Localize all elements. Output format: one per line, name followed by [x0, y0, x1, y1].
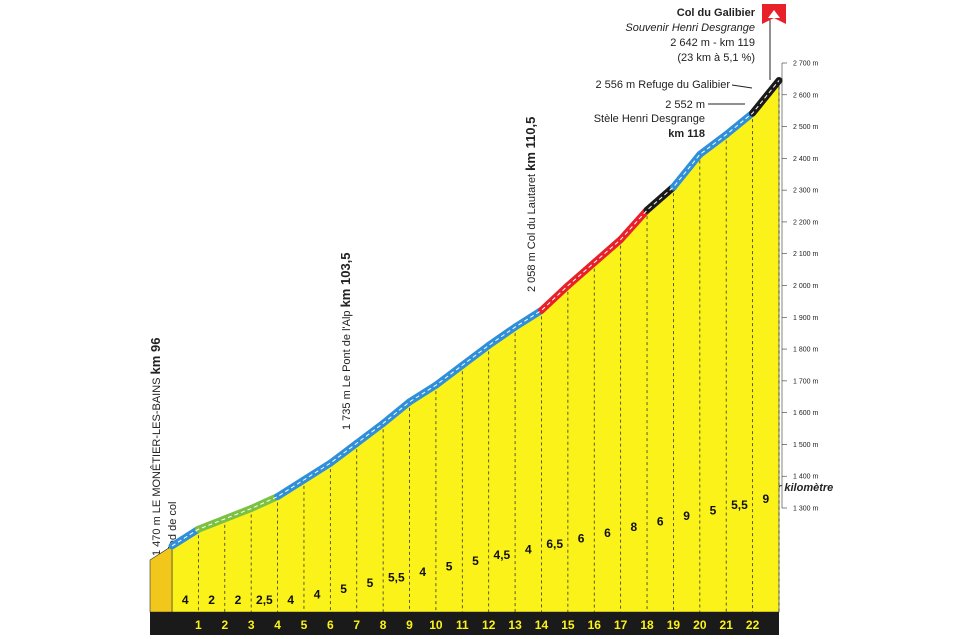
base-band: [150, 612, 779, 635]
gradient-label: 5: [367, 576, 374, 590]
y-tick-label: 1 500 m: [793, 442, 818, 449]
y-tick-label: 1 600 m: [793, 410, 818, 417]
km-label: 13: [508, 618, 522, 632]
y-tick-label: 2 400 m: [793, 156, 818, 163]
title: Col du Galibier: [677, 7, 756, 19]
km-label: 21: [720, 618, 734, 632]
y-tick-label: 2 100 m: [793, 251, 818, 258]
y-tick-label: 1 700 m: [793, 378, 818, 385]
start-label: 1 470 m LE MONÊTIER-LES-BAINS km 96: [148, 338, 163, 556]
refuge-leader: [731, 84, 753, 89]
km-label: 20: [693, 618, 707, 632]
km-label: 14: [535, 618, 549, 632]
gradient-label: 8: [631, 520, 638, 534]
y-tick-label: 1 900 m: [793, 315, 818, 322]
gradient-label: 2: [235, 593, 242, 607]
y-tick-label: 1 400 m: [793, 474, 818, 481]
y-tick-label: 2 200 m: [793, 219, 818, 226]
y-tick-label: 1 800 m: [793, 347, 818, 354]
subtitle: Souvenir Henri Desgrange: [625, 22, 755, 34]
gradient-label: 5: [472, 554, 479, 568]
km-label: 11: [456, 618, 469, 632]
y-tick-label: 2 000 m: [793, 283, 818, 290]
pont-km: km 103,5: [338, 252, 353, 307]
km-label: 3: [248, 618, 255, 632]
profile-area: [171, 79, 780, 613]
start-km: km 96: [148, 338, 163, 375]
gradient-label: 4: [419, 565, 426, 579]
km-label: 4: [274, 618, 281, 632]
km-label: 1: [195, 618, 202, 632]
pont-place: 1 735 m Le Pont de l'Alp: [341, 310, 353, 430]
gradient-label: 6: [578, 531, 585, 545]
y-tick-label: 2 700 m: [793, 61, 818, 68]
gradient-label: 4: [525, 543, 532, 557]
y-tick-label: 1 300 m: [793, 506, 818, 513]
gradient-label: 5,5: [388, 571, 405, 585]
y-tick-label: 2 600 m: [793, 92, 818, 99]
km-label: 5: [301, 618, 308, 632]
flag: [762, 4, 786, 80]
km-label: 18: [640, 618, 654, 632]
gradient-label: 5: [446, 559, 453, 573]
km-label: 2: [221, 618, 228, 632]
gradient-label: 9: [762, 492, 769, 506]
gradient-label: 4: [314, 587, 321, 601]
refuge-label: 2 556 m Refuge du Galibier: [595, 79, 730, 91]
km-label: 12: [482, 618, 496, 632]
summary: (23 km à 5,1 %): [677, 52, 755, 64]
gradient-label: 9: [683, 509, 690, 523]
gradient-label: 2,5: [256, 593, 273, 607]
km-label: 6: [327, 618, 334, 632]
gradient-label: 5,5: [731, 498, 748, 512]
road-segment: [669, 150, 704, 191]
km-label: 15: [561, 618, 575, 632]
gradient-label: 2: [208, 593, 215, 607]
gradient-label: 6: [604, 526, 611, 540]
gradient-label: 5: [710, 503, 717, 517]
gradient-label: 4,5: [494, 548, 511, 562]
gradient-label: 6,5: [546, 537, 563, 551]
gradient-label: 5: [340, 582, 347, 596]
summit: 2 642 m - km 119: [670, 37, 755, 49]
stele-km: km 118: [668, 128, 705, 140]
flag-mountain: [768, 10, 780, 18]
km-label: 9: [406, 618, 413, 632]
y-tick-label: 2 500 m: [793, 124, 818, 131]
road-centerline: [171, 80, 780, 547]
km-label: 10: [429, 618, 443, 632]
gradient-label: 4: [182, 593, 189, 607]
stele-name: Stèle Henri Desgrange: [594, 113, 705, 125]
km-label: 22: [746, 618, 760, 632]
km-label: 19: [667, 618, 681, 632]
km-label: 7: [353, 618, 360, 632]
gradient-label: 6: [657, 515, 664, 529]
km-label: 8: [380, 618, 387, 632]
stele-alt: 2 552 m: [665, 99, 705, 111]
gradient-label: 4: [287, 593, 294, 607]
lautaret-km: km 110,5: [523, 117, 538, 171]
pont-label: 1 735 m Le Pont de l'Alp km 103,5: [338, 252, 353, 430]
lautaret-place: 2 058 m Col du Lautaret: [526, 174, 538, 292]
km-label: 16: [588, 618, 602, 632]
lautaret-label: 2 058 m Col du Lautaret km 110,5: [523, 117, 538, 292]
y-tick-label: 2 300 m: [793, 188, 818, 195]
start-place: 1 470 m LE MONÊTIER-LES-BAINS: [150, 378, 163, 557]
km-label: 17: [614, 618, 628, 632]
